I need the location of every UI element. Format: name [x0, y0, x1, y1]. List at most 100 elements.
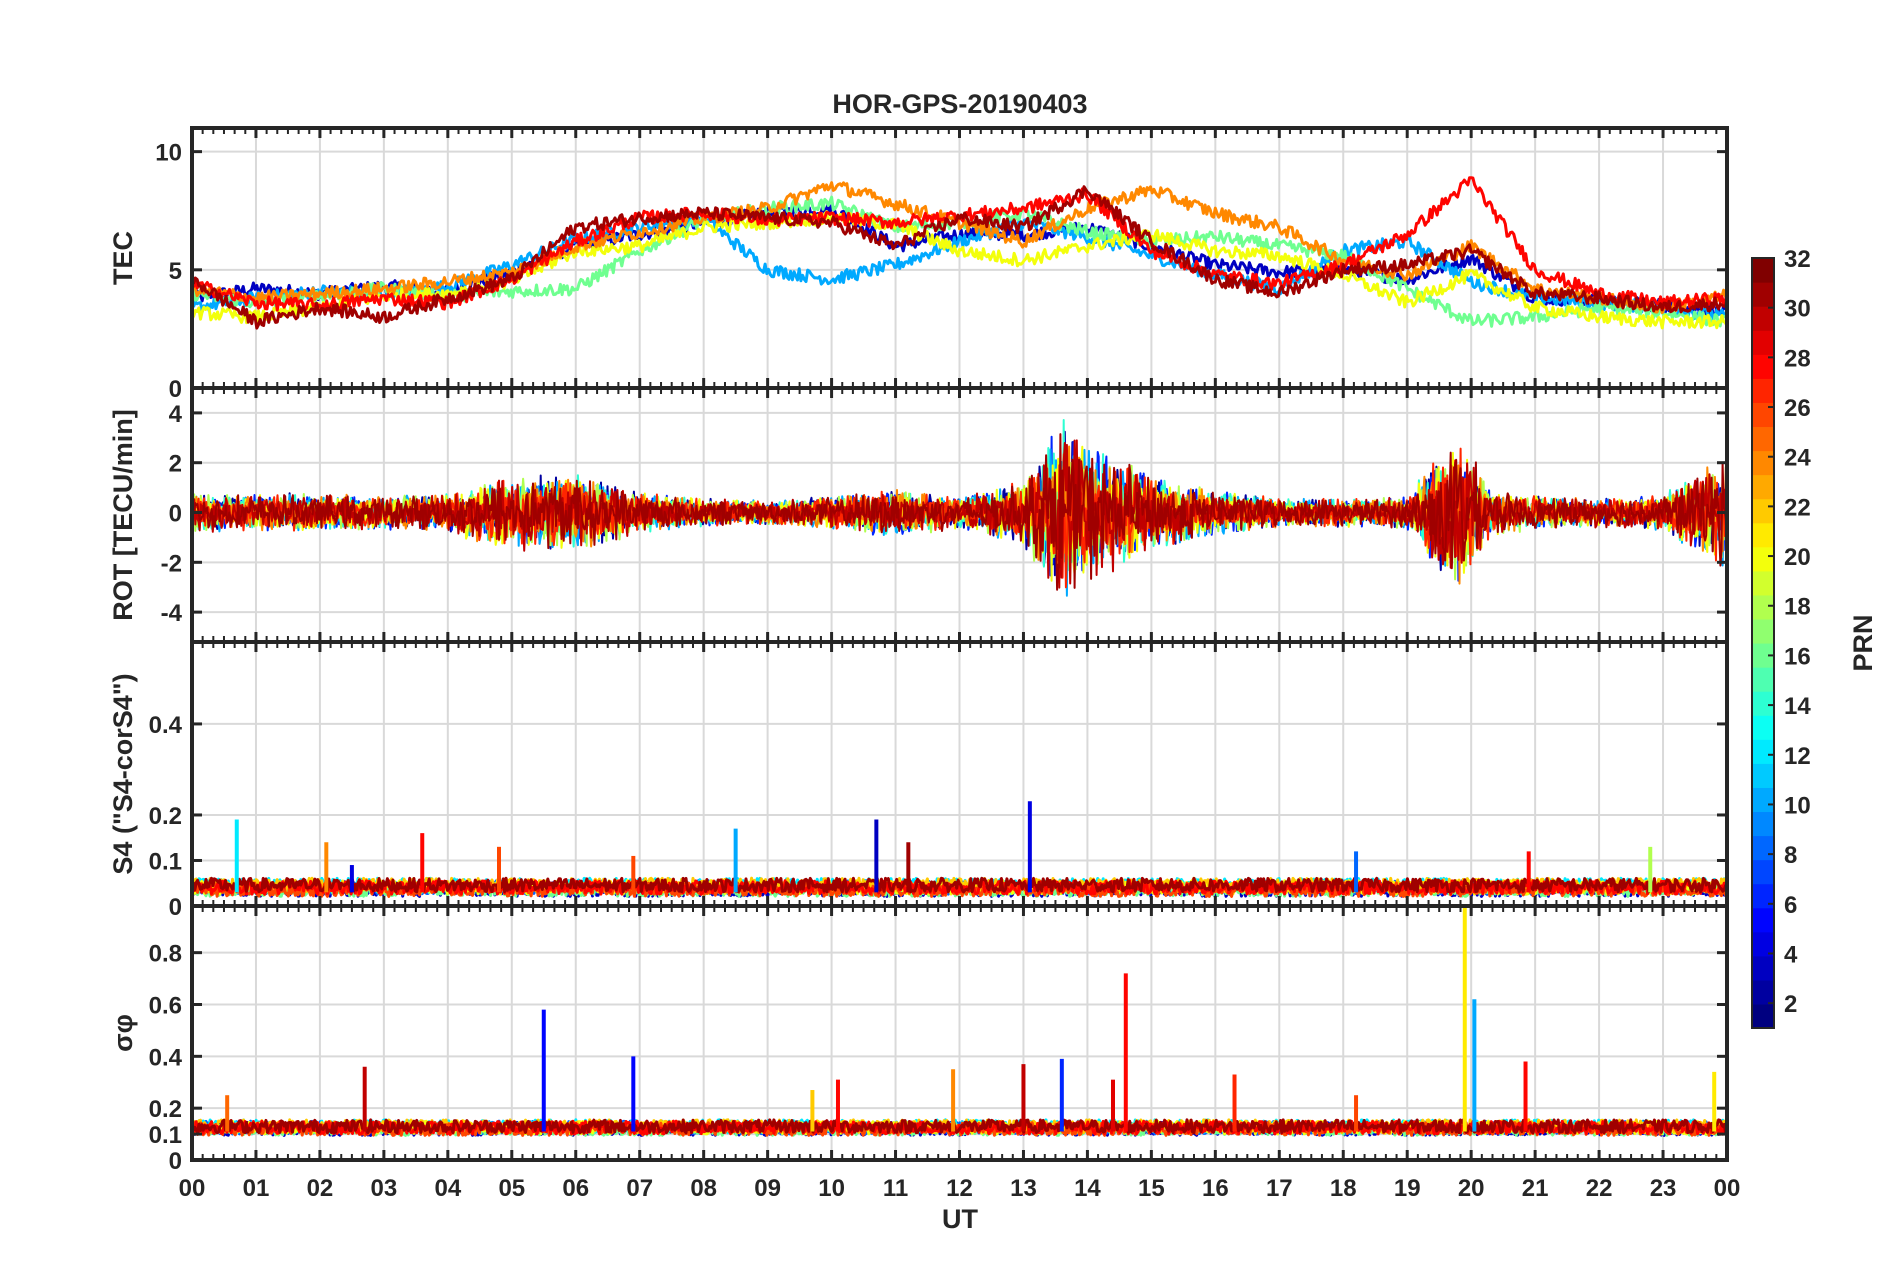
panel-tec: 0 5 10 TEC — [108, 126, 1729, 403]
colorbar-tick-label: 6 — [1784, 892, 1797, 919]
tec-series-prn-20 — [192, 210, 1727, 330]
x-tick-label: 19 — [1394, 1175, 1421, 1202]
tec-series-prn-10 — [192, 211, 1727, 321]
x-axis-label: UT — [942, 1204, 978, 1234]
colorbar-tick-label: 12 — [1784, 743, 1811, 770]
x-tick-label: 09 — [754, 1175, 781, 1202]
y-tick-label-sigma_phi: 0.4 — [149, 1044, 183, 1071]
colorbar-segment — [1752, 715, 1774, 740]
colorbar-segment — [1752, 522, 1774, 548]
tec-series-prn-31 — [192, 185, 1727, 330]
panel-data-rot — [192, 419, 1727, 597]
y-tick-label-sigma_phi: 0 — [169, 1148, 182, 1175]
colorbar-segment — [1752, 378, 1774, 403]
y-axis-label-rot: ROT [TECU/min] — [108, 409, 138, 620]
s4-series-prn-31 — [192, 876, 1727, 894]
x-tick-label: 13 — [1010, 1175, 1037, 1202]
colorbar-tick-label: 28 — [1784, 345, 1811, 372]
x-tick-label: 07 — [626, 1175, 653, 1202]
colorbar-tick-label: 16 — [1784, 643, 1811, 670]
x-tick-label: 10 — [818, 1175, 845, 1202]
colorbar-segment — [1752, 931, 1774, 957]
y-tick-label-sigma_phi: 0.1 — [149, 1122, 182, 1149]
colorbar-tick-label: 22 — [1784, 494, 1811, 521]
y-tick-label-sigma_phi: 0.6 — [149, 992, 182, 1019]
colorbar-tick-label: 30 — [1784, 296, 1811, 323]
colorbar-segment — [1752, 955, 1774, 981]
colorbar-label: PRN — [1848, 614, 1878, 671]
y-axis-label-s4: S4 ("S4-corS4") — [108, 673, 138, 874]
colorbar-segment — [1752, 618, 1774, 644]
x-tick-label: 18 — [1330, 1175, 1357, 1202]
colorbar-segment — [1752, 282, 1774, 307]
x-tick-label: 01 — [243, 1175, 270, 1202]
colorbar-tick-label: 20 — [1784, 544, 1811, 571]
colorbar-segment — [1752, 498, 1774, 524]
colorbar-segment — [1752, 667, 1774, 692]
x-tick-label: 22 — [1586, 1175, 1613, 1202]
x-tick-label: 08 — [690, 1175, 717, 1202]
sigma_phi-series-prn-28 — [192, 1119, 1727, 1136]
colorbar-tick-label: 8 — [1784, 842, 1797, 869]
colorbar-frame — [1751, 257, 1775, 1029]
rot-series-prn-31 — [192, 433, 1727, 591]
colorbar-segment — [1752, 643, 1774, 668]
x-tick-label: 00 — [1714, 1175, 1741, 1202]
y-tick-label-rot: -2 — [161, 550, 182, 577]
colorbar-segment — [1752, 763, 1774, 788]
x-tick-label: 04 — [434, 1175, 461, 1202]
colorbar-tick-label: 32 — [1784, 246, 1811, 273]
x-tick-label: 23 — [1650, 1175, 1677, 1202]
x-tick-label: 06 — [562, 1175, 589, 1202]
x-tick-label: 02 — [307, 1175, 334, 1202]
colorbar-segment — [1752, 450, 1774, 476]
y-tick-label-s4: 0.1 — [149, 848, 182, 875]
colorbar-segment — [1752, 883, 1774, 909]
colorbar-segment — [1752, 739, 1774, 764]
panel-data-sigma_phi — [192, 906, 1727, 1137]
tec-series-prn-24 — [192, 181, 1727, 315]
colorbar-segment — [1752, 1003, 1774, 1029]
panel-s4: 0 0.1 0.2 0.4 S4 ("S4-corS4") — [108, 640, 1729, 921]
y-axis-label-tec: TEC — [108, 231, 138, 285]
y-tick-label-tec: 5 — [169, 258, 182, 285]
y-tick-label-rot: 2 — [169, 451, 182, 478]
y-axis-label-sigma_phi: σφ — [108, 1014, 138, 1052]
y-tick-label-s4: 0 — [169, 894, 182, 921]
colorbar-segment — [1752, 426, 1774, 452]
colorbar-segment — [1752, 546, 1774, 572]
y-tick-label-rot: 0 — [169, 501, 182, 528]
colorbar-segment — [1752, 570, 1774, 596]
x-tick-label: 17 — [1266, 1175, 1293, 1202]
colorbar-tick-label: 2 — [1784, 991, 1797, 1018]
y-tick-label-sigma_phi: 0.2 — [149, 1096, 182, 1123]
colorbar-segment — [1752, 907, 1774, 933]
colorbar-tick-label: 4 — [1784, 941, 1798, 968]
x-tick-label: 15 — [1138, 1175, 1165, 1202]
panel-rot: -4 -2 0 2 4 ROT [TECU/min] — [108, 386, 1729, 644]
x-tick-label: 21 — [1522, 1175, 1549, 1202]
colorbar-tick-label: 18 — [1784, 594, 1811, 621]
colorbar-segment — [1752, 691, 1774, 716]
colorbar-segment — [1752, 354, 1774, 379]
panel-data-tec — [192, 176, 1727, 330]
sigma_phi-series-prn-31 — [192, 1118, 1727, 1135]
colorbar-segment — [1752, 979, 1774, 1005]
y-tick-label-rot: -4 — [161, 600, 183, 627]
panel-data-s4 — [192, 801, 1727, 898]
colorbar-tick-label: 14 — [1784, 693, 1811, 720]
colorbar-segment — [1752, 402, 1774, 428]
panel-sigma_phi: 00.10.2 0.4 0.6 0.8 σφ 00 01 02 03 04 05 06 07 08 09 10… — [108, 904, 1741, 1202]
colorbar-tick-label: 24 — [1784, 445, 1811, 472]
colorbar-segment — [1752, 787, 1774, 813]
x-tick-label: 00 — [179, 1175, 206, 1202]
y-tick-label-s4: 0.4 — [149, 712, 183, 739]
y-tick-label-sigma_phi: 0.8 — [149, 941, 182, 968]
colorbar-segment — [1752, 835, 1774, 861]
colorbar-tick-label: 26 — [1784, 395, 1811, 422]
x-tick-label: 14 — [1074, 1175, 1101, 1202]
colorbar-segment — [1752, 474, 1774, 500]
figure-title: HOR-GPS-20190403 — [832, 89, 1087, 119]
